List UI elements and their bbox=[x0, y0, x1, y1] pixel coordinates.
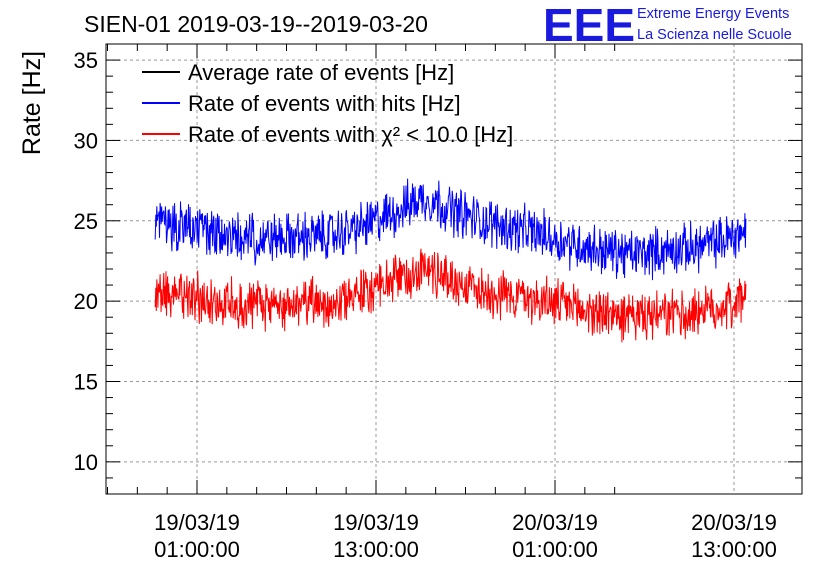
series-line-1 bbox=[154, 178, 747, 281]
x-tick-time: 13:00:00 bbox=[333, 537, 419, 562]
x-tick-date: 20/03/19 bbox=[512, 510, 598, 535]
x-tick-time: 13:00:00 bbox=[691, 537, 777, 562]
x-tick-date: 20/03/19 bbox=[691, 510, 777, 535]
legend-label-hits: Rate of events with hits [Hz] bbox=[188, 91, 461, 116]
chart-title: SIEN-01 2019-03-19--2019-03-20 bbox=[84, 11, 428, 37]
legend-label-average: Average rate of events [Hz] bbox=[188, 60, 454, 85]
x-tick-time: 01:00:00 bbox=[512, 537, 598, 562]
eee-logo: EEE bbox=[543, 0, 635, 51]
legend-label-chi2: Rate of events with χ² < 10.0 [Hz] bbox=[188, 122, 513, 147]
y-tick-label: 35 bbox=[74, 48, 98, 73]
series-line-2 bbox=[154, 248, 747, 343]
legend: Average rate of events [Hz] Rate of even… bbox=[142, 60, 513, 147]
series-layer bbox=[154, 178, 747, 343]
y-tick-label: 30 bbox=[74, 128, 98, 153]
logo-line-1: Extreme Energy Events bbox=[637, 6, 789, 22]
y-tick-label: 20 bbox=[74, 289, 98, 314]
logo-line-2: La Scienza nelle Scuole bbox=[637, 27, 792, 43]
y-tick-label: 25 bbox=[74, 209, 98, 234]
y-axis-label: Rate [Hz] bbox=[18, 51, 46, 155]
x-tick-date: 19/03/19 bbox=[333, 510, 419, 535]
y-tick-label: 15 bbox=[74, 370, 98, 395]
x-tick-date: 19/03/19 bbox=[154, 510, 240, 535]
tick-labels: 10152025303519/03/1901:00:0019/03/1913:0… bbox=[74, 48, 777, 562]
x-tick-time: 01:00:00 bbox=[154, 537, 240, 562]
axes bbox=[105, 43, 803, 495]
y-tick-label: 10 bbox=[74, 450, 98, 475]
